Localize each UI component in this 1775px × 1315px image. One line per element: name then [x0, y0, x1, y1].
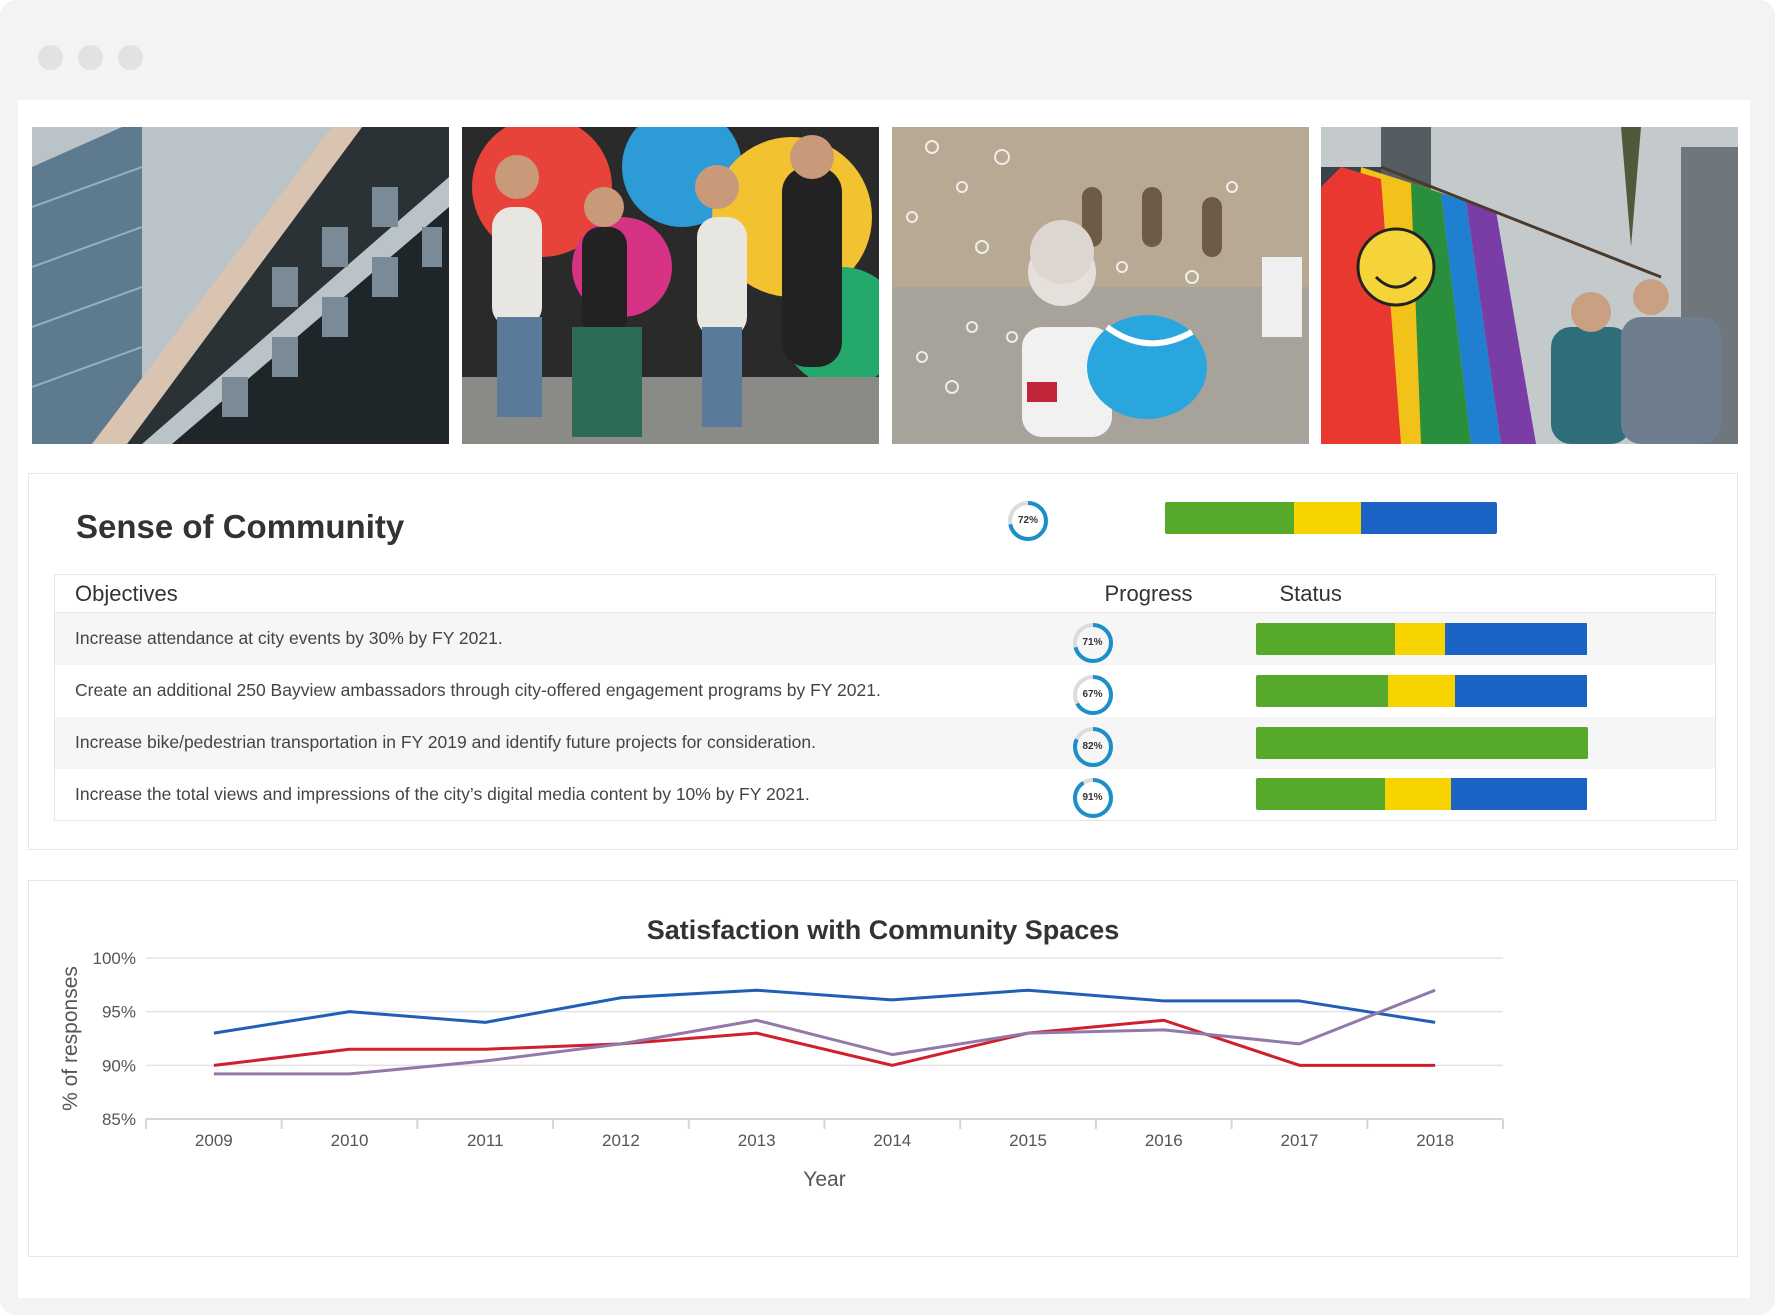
x-tick-label: 2015 [1009, 1131, 1047, 1150]
progress-header: Progress [1104, 574, 1280, 613]
chart-title: Satisfaction with Community Spaces [646, 915, 1120, 945]
status-complete-segment [1255, 778, 1385, 811]
status-complete-segment [1255, 726, 1588, 759]
progress-gauge: 71% [1071, 621, 1115, 665]
progress-label: 91% [1082, 792, 1103, 804]
overall-progress-gauge: 72% [1006, 499, 1050, 543]
status-complete-segment [1165, 502, 1295, 534]
series-line-1 [213, 988, 1436, 1035]
x-axis-title: Year [803, 1168, 845, 1191]
status-in-progress-segment [1294, 502, 1361, 534]
status-remaining-segment [1360, 502, 1497, 534]
status-in-progress-segment [1388, 674, 1455, 707]
status-remaining-segment [1444, 622, 1588, 655]
status-header: Status [1279, 574, 1716, 613]
building-photo [32, 127, 449, 444]
progress-gauge: 91% [1071, 776, 1115, 820]
progress-gauge: 82% [1071, 725, 1115, 769]
status-bar [1255, 778, 1588, 811]
progress-cell: 67% [1072, 665, 1280, 717]
x-tick-label: 2014 [873, 1131, 911, 1150]
overall-status-bar [1165, 502, 1497, 534]
x-tick-label: 2009 [195, 1131, 233, 1150]
series-line-2 [213, 1018, 1436, 1067]
x-tick-label: 2013 [738, 1131, 776, 1150]
window-close-dot[interactable] [38, 45, 63, 70]
x-tick-label: 2010 [331, 1131, 369, 1150]
y-tick-label: 90% [102, 1056, 136, 1075]
sense-of-community-panel: Sense of Community 72% Objectives Progre… [28, 473, 1738, 850]
objective-text: Create an additional 250 Bayview ambassa… [75, 680, 881, 700]
status-cell [1255, 665, 1716, 717]
status-bar [1255, 726, 1588, 759]
status-bar [1255, 674, 1588, 707]
status-cell [1255, 716, 1716, 769]
x-tick-label: 2011 [467, 1131, 504, 1150]
satisfaction-chart-panel: Satisfaction with Community Spaces 85% 90… [28, 880, 1738, 1257]
panel-title: Sense of Community [76, 508, 405, 545]
progress-cell: 71% [1072, 612, 1280, 665]
objective-text: Increase the total views and impressions… [75, 783, 810, 804]
page-content: Sense of Community 72% Objectives Progre… [18, 100, 1750, 1298]
y-tick-label: 95% [102, 1003, 136, 1022]
table-row[interactable]: Increase bike/pedestrian transportation … [54, 716, 1716, 769]
status-bar [1255, 622, 1588, 655]
table-row[interactable]: Increase attendance at city events by 30… [54, 612, 1716, 665]
objective-text: Increase bike/pedestrian transportation … [54, 716, 1105, 769]
status-remaining-segment [1451, 778, 1588, 811]
table-row[interactable]: Increase the total views and impressions… [55, 769, 1716, 821]
objectives-header: Objectives [54, 574, 1105, 613]
status-in-progress-segment [1394, 622, 1445, 655]
x-tick-label: 2012 [602, 1131, 640, 1150]
progress-label: 82% [1082, 740, 1103, 752]
progress-gauge: 67% [1071, 673, 1115, 717]
status-in-progress-segment [1384, 778, 1452, 811]
y-tick-label: 100% [93, 949, 136, 968]
progress-label: 67% [1082, 688, 1103, 700]
status-complete-segment [1255, 674, 1389, 707]
table-header-row: Objectives Progress Status [54, 574, 1716, 613]
progress-label: 71% [1082, 636, 1103, 648]
line-chart: 85% 90% 95% 100% 2009 2010 2011 2012 2013 2014 201… [59, 949, 1504, 1191]
child-bubbles-photo [892, 127, 1309, 444]
status-remaining-segment [1454, 674, 1588, 707]
x-tick-label: 2016 [1145, 1131, 1183, 1150]
table-row[interactable]: Create an additional 250 Bayview ambassa… [55, 665, 1716, 717]
series-line-3 [213, 988, 1436, 1076]
objective-text: Increase attendance at city events by 30… [54, 612, 1105, 665]
photo-strip [32, 127, 1738, 444]
y-tick-label: 85% [102, 1110, 136, 1129]
overall-progress-label: 72% [1017, 515, 1038, 526]
status-cell [1255, 769, 1716, 821]
objectives-table: Objectives Progress Status Increase atte… [54, 574, 1716, 821]
status-complete-segment [1255, 622, 1395, 655]
y-axis-title: % of responses [59, 966, 82, 1111]
progress-cell: 82% [1072, 716, 1280, 769]
window-maximize-dot[interactable] [118, 45, 143, 70]
window-minimize-dot[interactable] [78, 45, 103, 70]
friends-mural-photo [462, 127, 879, 444]
status-cell [1255, 612, 1716, 665]
rainbow-flag-photo [1321, 127, 1738, 444]
progress-cell: 91% [1072, 769, 1280, 821]
x-tick-label: 2017 [1281, 1131, 1319, 1150]
x-tick-label: 2018 [1416, 1131, 1454, 1150]
